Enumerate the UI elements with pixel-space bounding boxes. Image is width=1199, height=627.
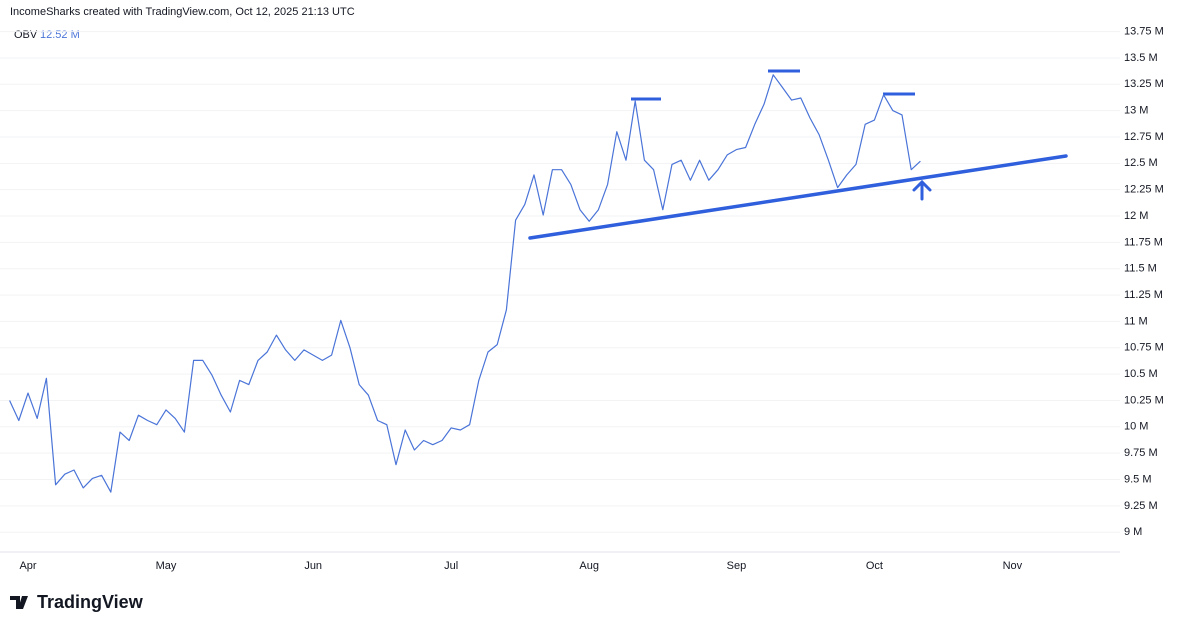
x-tick-label: Aug: [579, 560, 599, 572]
logo: [10, 596, 28, 609]
y-tick-label: 13.75 M: [1124, 25, 1164, 37]
y-tick-label: 9 M: [1124, 526, 1142, 538]
line-series: [9, 74, 921, 493]
grid: [0, 31, 1120, 533]
legend-name: OBV: [14, 29, 38, 41]
y-tick-label: 12.5 M: [1124, 157, 1158, 169]
y-tick-label: 12.75 M: [1124, 131, 1164, 143]
y-tick-label: 11.25 M: [1124, 289, 1163, 301]
y-tick-label: 9.25 M: [1124, 500, 1158, 512]
y-tick-label: 9.75 M: [1124, 447, 1158, 459]
x-tick-label: Nov: [1003, 560, 1023, 572]
x-tick-label: Apr: [19, 560, 36, 572]
x-tick-label: Jul: [444, 560, 458, 572]
y-tick-label: 10.5 M: [1124, 368, 1158, 380]
y-tick-label: 9.5 M: [1124, 473, 1152, 485]
arrow: [912, 179, 932, 201]
y-tick-label: 10.25 M: [1124, 394, 1164, 406]
trend-line: [528, 154, 1068, 240]
y-tick-label: 10.75 M: [1124, 342, 1164, 354]
legend-value: 12.52 M: [40, 29, 80, 41]
y-tick-label: 13.25 M: [1124, 78, 1164, 90]
y-tick-label: 12.25 M: [1124, 184, 1164, 196]
x-tick-label: May: [156, 560, 177, 572]
y-tick-label: 11.75 M: [1124, 236, 1163, 248]
y-tick-label: 13 M: [1124, 105, 1148, 117]
header: IncomeSharks created with TradingView.co…: [10, 6, 355, 18]
y-tick-label: 12 M: [1124, 210, 1148, 222]
x-tick-label: Jun: [304, 560, 322, 572]
x-tick-label: Oct: [866, 560, 883, 572]
y-tick-label: 13.5 M: [1124, 52, 1158, 64]
y-tick-label: 11 M: [1124, 315, 1148, 327]
y-tick-label: 11.5 M: [1124, 263, 1157, 275]
footer-logo: TradingView: [37, 592, 144, 612]
x-tick-label: Sep: [727, 560, 747, 572]
y-tick-label: 10 M: [1124, 421, 1148, 433]
